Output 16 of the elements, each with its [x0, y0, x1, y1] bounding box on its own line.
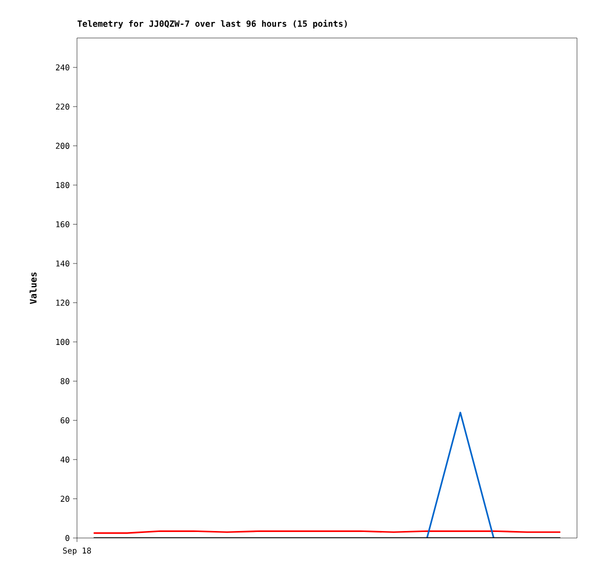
y-tick-label: 40	[60, 456, 70, 463]
chart-title: Telemetry for JJ0QZW-7 over last 96 hours (15 points)	[78, 20, 347, 28]
y-tick-label: 60	[60, 417, 70, 424]
y-tick-label: 180	[56, 182, 70, 188]
y-tick-label: 100	[56, 338, 70, 345]
y-axis-title: Values	[30, 272, 37, 304]
y-tick-label: 140	[56, 260, 70, 267]
y-tick-label: 240	[56, 64, 70, 70]
y-tick-label: 120	[56, 300, 70, 306]
y-tick-label: 80	[60, 378, 70, 384]
y-tick-label: 20	[60, 496, 70, 502]
y-tick-label: 0	[66, 534, 70, 542]
y-tick-label: 200	[56, 142, 70, 149]
y-tick-label: 220	[56, 104, 70, 110]
text: Sep 18	[63, 548, 91, 556]
y-tick-label: 160	[56, 221, 70, 228]
